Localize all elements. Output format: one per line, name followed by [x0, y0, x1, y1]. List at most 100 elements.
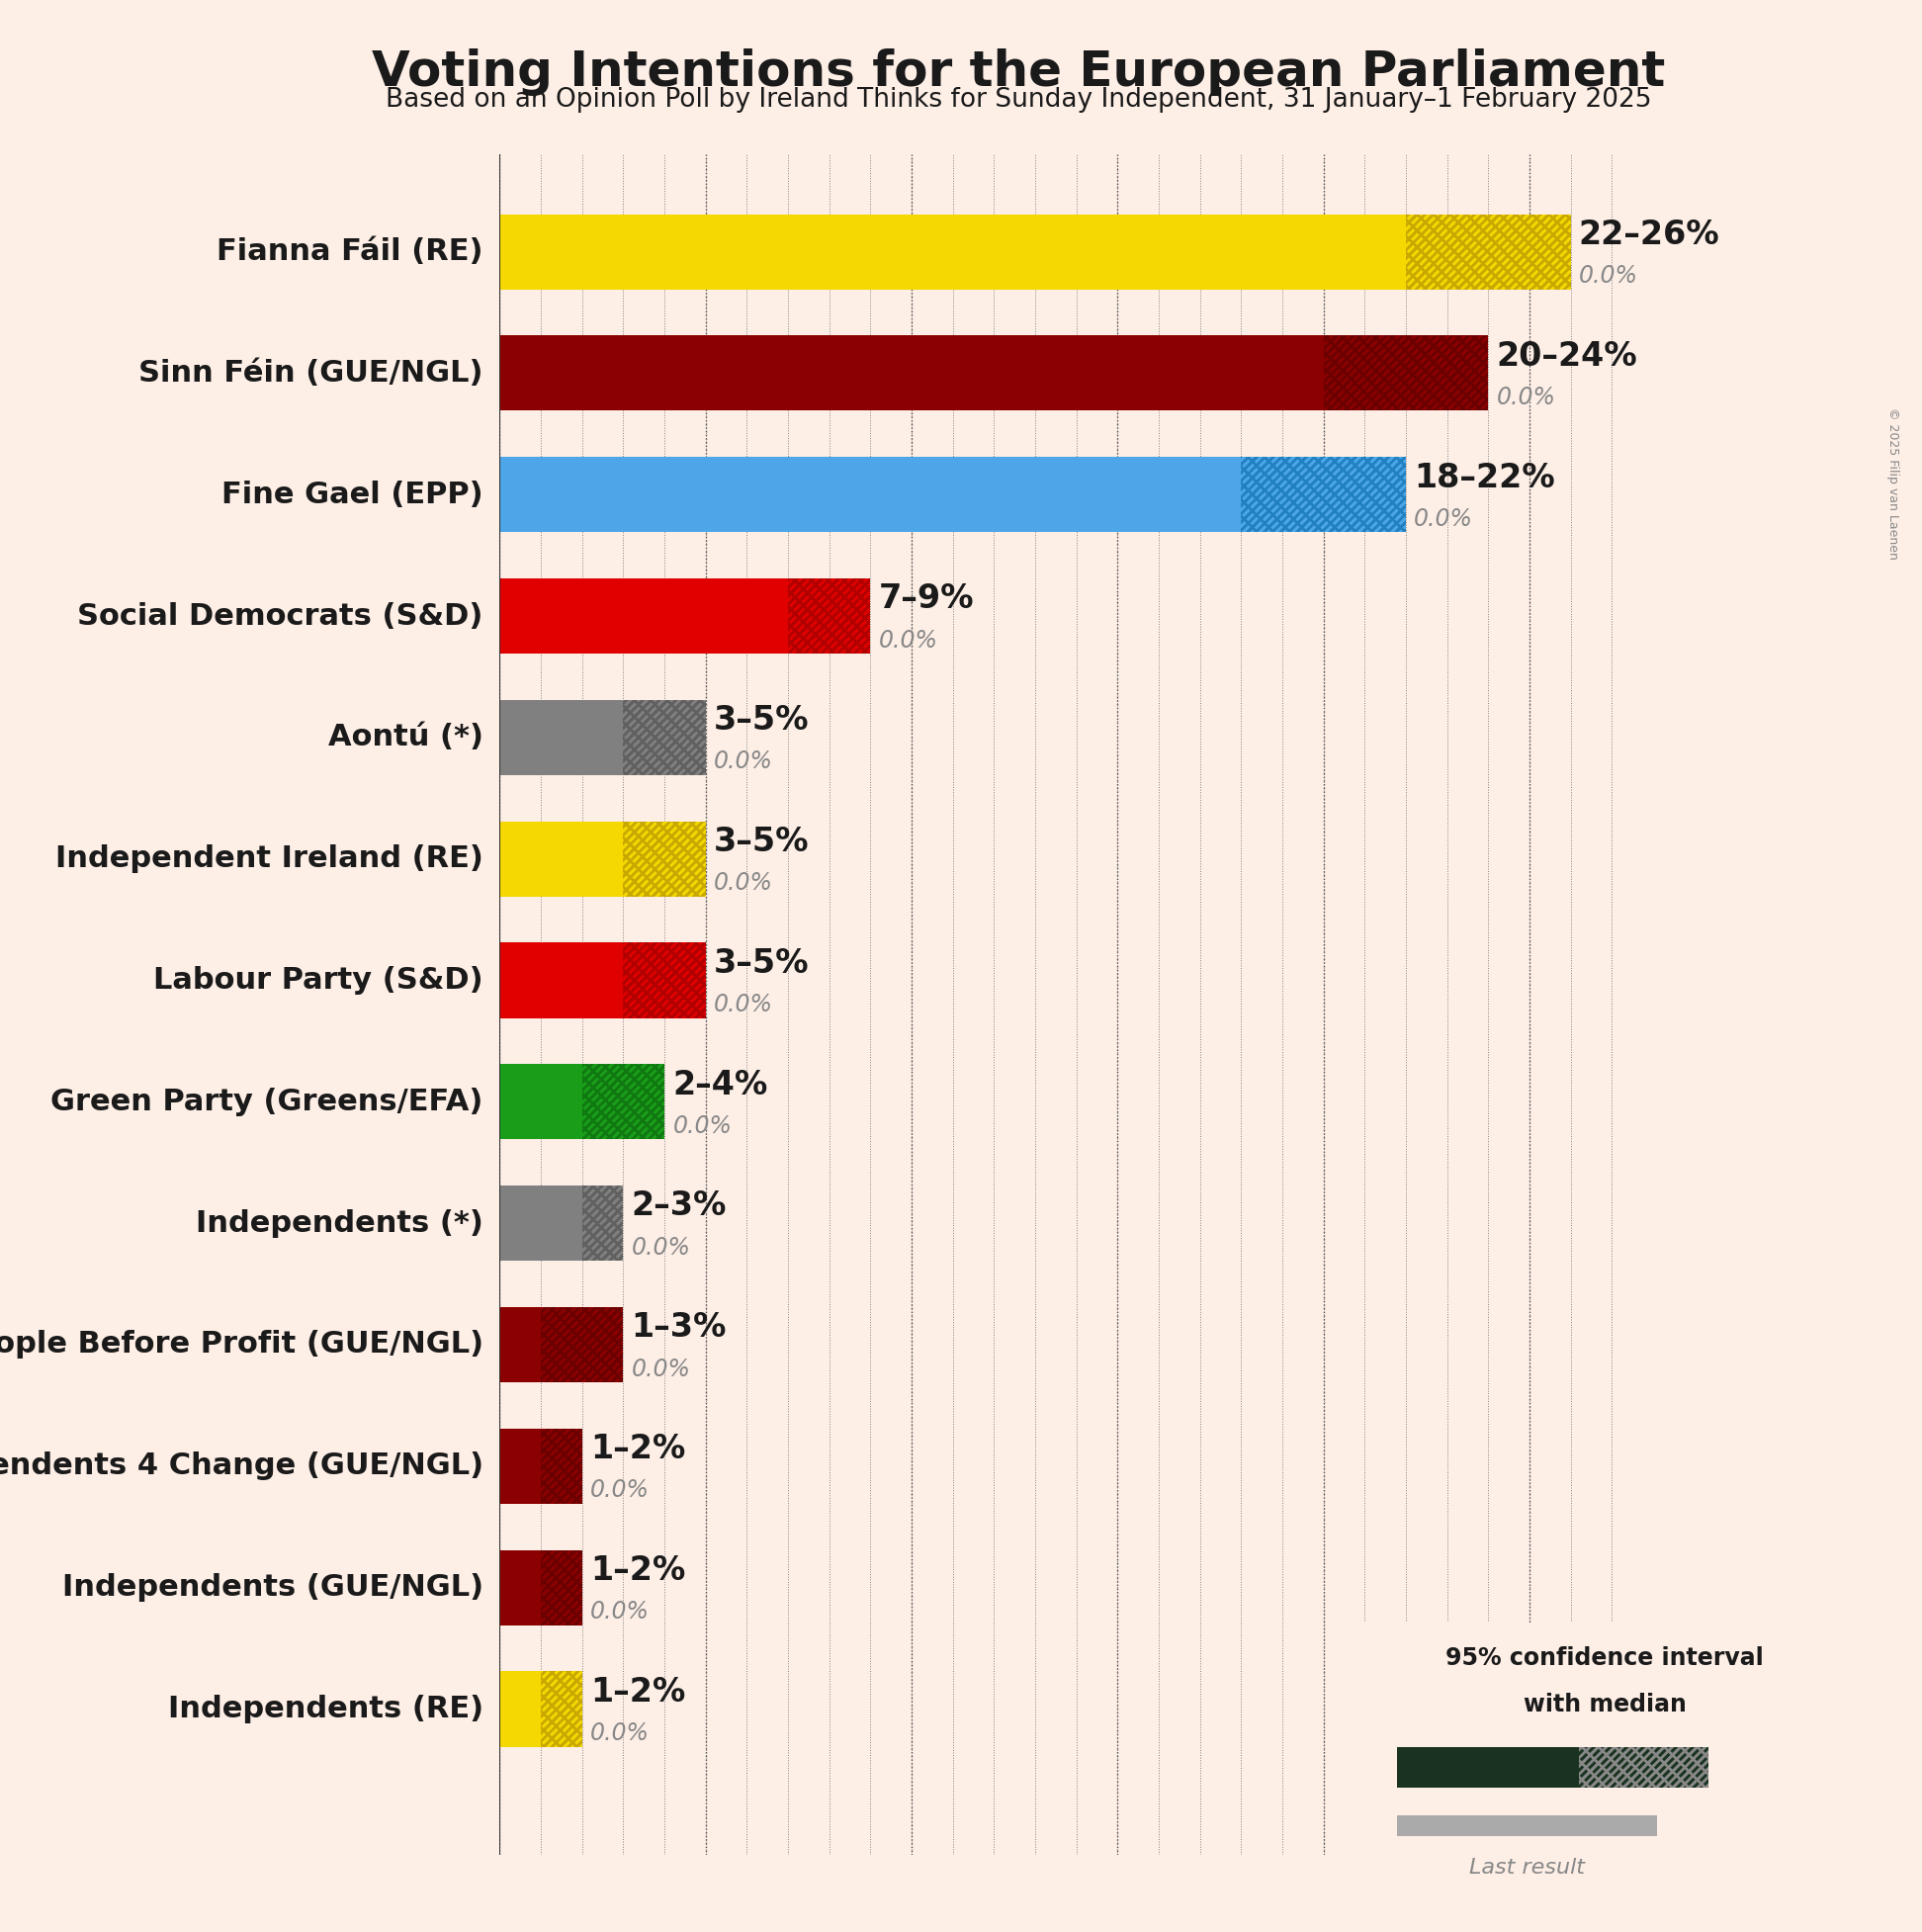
Text: Green Party (Greens/EFA): Green Party (Greens/EFA) [50, 1088, 482, 1117]
Bar [788, 578, 871, 653]
Bar [540, 1549, 582, 1625]
Text: Independents (GUE/NGL): Independents (GUE/NGL) [62, 1573, 482, 1602]
Bar [582, 1186, 623, 1262]
Bar [540, 1549, 582, 1625]
Bar [788, 578, 871, 653]
Bar [500, 1186, 582, 1262]
Bar [1242, 458, 1405, 531]
Bar [540, 1671, 582, 1747]
Text: 0.0%: 0.0% [713, 871, 773, 895]
Bar [1324, 336, 1488, 412]
Bar [1324, 336, 1488, 412]
Bar [1397, 1747, 1578, 1789]
Bar [582, 1065, 665, 1140]
Bar [540, 1428, 582, 1503]
Text: 0.0%: 0.0% [590, 1600, 650, 1623]
Text: 0.0%: 0.0% [673, 1115, 732, 1138]
Text: 0.0%: 0.0% [713, 750, 773, 773]
Bar [582, 1186, 623, 1262]
Text: 2–4%: 2–4% [673, 1068, 769, 1101]
Text: 0.0%: 0.0% [878, 628, 938, 653]
Text: with median: with median [1524, 1692, 1686, 1716]
Bar [1324, 336, 1488, 412]
Bar [623, 699, 705, 775]
Bar [1405, 214, 1570, 290]
Text: Independent Ireland (RE): Independent Ireland (RE) [56, 844, 482, 873]
Text: Fine Gael (EPP): Fine Gael (EPP) [221, 481, 482, 508]
Text: 1–2%: 1–2% [590, 1675, 686, 1708]
Bar [582, 1065, 665, 1140]
Bar [500, 1549, 540, 1625]
Text: Independents (RE): Independents (RE) [167, 1694, 482, 1723]
Text: 18–22%: 18–22% [1415, 462, 1555, 495]
Bar [582, 1186, 623, 1262]
Text: © 2025 Filip van Laenen: © 2025 Filip van Laenen [1887, 408, 1899, 558]
Bar [623, 943, 705, 1018]
Text: 0.0%: 0.0% [1497, 386, 1555, 410]
Text: 0.0%: 0.0% [713, 993, 773, 1016]
Text: 95% confidence interval: 95% confidence interval [1445, 1646, 1764, 1669]
Bar [540, 1671, 582, 1747]
Bar [623, 821, 705, 896]
Bar [540, 1308, 623, 1381]
Bar [623, 699, 705, 775]
Text: 1–2%: 1–2% [590, 1434, 686, 1466]
Bar [623, 821, 705, 896]
Bar [500, 458, 1242, 531]
Bar [1578, 1747, 1709, 1789]
Text: 0.0%: 0.0% [1578, 265, 1638, 288]
Bar [540, 1549, 582, 1625]
Bar [500, 943, 623, 1018]
Text: 0.0%: 0.0% [590, 1721, 650, 1745]
Bar [500, 578, 788, 653]
Bar [623, 699, 705, 775]
Text: 2–3%: 2–3% [632, 1190, 727, 1223]
Bar [582, 1065, 665, 1140]
Bar [540, 1671, 582, 1747]
Text: 7–9%: 7–9% [878, 583, 974, 616]
Text: Fianna Fáil (RE): Fianna Fáil (RE) [217, 238, 482, 267]
Text: 0.0%: 0.0% [632, 1356, 690, 1381]
Bar [1578, 1747, 1709, 1789]
Text: 20–24%: 20–24% [1497, 340, 1638, 373]
Bar [1578, 1747, 1709, 1789]
Text: 3–5%: 3–5% [713, 947, 809, 980]
Bar [623, 821, 705, 896]
Bar [540, 1428, 582, 1503]
Bar [500, 1065, 582, 1140]
Bar [1405, 214, 1570, 290]
Bar [623, 943, 705, 1018]
Text: 3–5%: 3–5% [713, 703, 809, 736]
Text: Aontú (*): Aontú (*) [329, 723, 482, 752]
Text: Last result: Last result [1468, 1859, 1586, 1878]
Text: 1–3%: 1–3% [632, 1312, 727, 1345]
Bar [500, 214, 1405, 290]
Text: Labour Party (S&D): Labour Party (S&D) [154, 966, 482, 995]
Bar [1405, 214, 1570, 290]
Bar [540, 1428, 582, 1503]
Bar [500, 699, 623, 775]
Bar [1397, 1816, 1657, 1835]
Text: 0.0%: 0.0% [590, 1478, 650, 1503]
Bar [1242, 458, 1405, 531]
Bar [500, 1308, 540, 1381]
Text: 3–5%: 3–5% [713, 825, 809, 858]
Text: 1–2%: 1–2% [590, 1553, 686, 1586]
Text: 0.0%: 0.0% [632, 1236, 690, 1260]
Text: Independents 4 Change (GUE/NGL): Independents 4 Change (GUE/NGL) [0, 1451, 482, 1480]
Bar [540, 1308, 623, 1381]
Bar [623, 943, 705, 1018]
Bar [500, 1428, 540, 1503]
Bar [500, 1671, 540, 1747]
Bar [500, 336, 1324, 412]
Text: Voting Intentions for the European Parliament: Voting Intentions for the European Parli… [373, 48, 1664, 97]
Text: Social Democrats (S&D): Social Democrats (S&D) [77, 601, 482, 630]
Bar [540, 1308, 623, 1381]
Text: Sinn Féin (GUE/NGL): Sinn Féin (GUE/NGL) [138, 359, 482, 388]
Bar [1242, 458, 1405, 531]
Text: Independents (*): Independents (*) [196, 1209, 482, 1238]
Text: Solidarity–People Before Profit (GUE/NGL): Solidarity–People Before Profit (GUE/NGL… [0, 1331, 482, 1358]
Bar [788, 578, 871, 653]
Text: Based on an Opinion Poll by Ireland Thinks for Sunday Independent, 31 January–1 : Based on an Opinion Poll by Ireland Thin… [386, 87, 1651, 112]
Bar [500, 821, 623, 896]
